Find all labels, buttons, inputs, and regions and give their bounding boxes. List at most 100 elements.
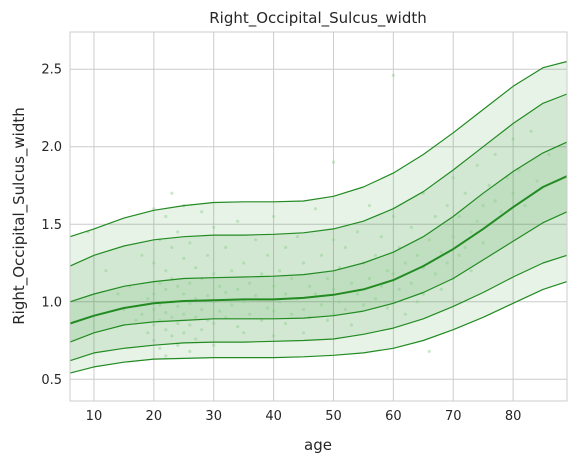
scatter-point (272, 214, 276, 219)
band-p25-p75 (70, 142, 567, 343)
scatter-point (523, 204, 527, 208)
scatter-point (415, 253, 419, 257)
scatter-point (433, 272, 437, 276)
scatter-point (451, 235, 455, 239)
scatter-point (158, 281, 162, 285)
scatter-point (403, 312, 407, 316)
scatter-point (475, 163, 479, 167)
scatter-point (301, 331, 306, 335)
scatter-point (254, 294, 258, 298)
scatter-point (337, 300, 342, 304)
y-axis-label: Right_Occipital_Sulcus_width (10, 107, 29, 325)
scatter-point (487, 183, 491, 188)
scatter-point (511, 191, 515, 195)
scatter-point (164, 214, 168, 219)
scatter-point (301, 261, 306, 265)
scatter-point (469, 230, 473, 234)
scatter-point (295, 235, 300, 239)
scatter-point (313, 207, 318, 211)
percentile-line-p10 (69, 254, 568, 362)
scatter-point (116, 292, 120, 296)
scatter-point (242, 331, 246, 335)
scatter-point (212, 343, 216, 347)
percentile-line-p90 (69, 93, 568, 267)
scatter-point (104, 269, 108, 273)
scatter-point (331, 238, 336, 242)
x-tick-label: 80 (505, 409, 522, 424)
band-p10-p90 (70, 94, 567, 361)
scatter-point (415, 300, 419, 304)
scatter-point (170, 245, 174, 250)
scatter-point (212, 321, 216, 326)
scatter-point (307, 284, 312, 288)
scatter-point (176, 230, 180, 234)
scatter-point (254, 238, 258, 242)
scatter-point (499, 210, 503, 214)
scatter-point (343, 245, 347, 250)
band-p5-p95 (70, 61, 567, 374)
scatter-point (242, 261, 246, 265)
scatter-point (188, 281, 192, 285)
scatter-point (164, 328, 168, 332)
scatter-point (457, 253, 461, 257)
scatter-point (349, 281, 353, 285)
scatter-point (409, 225, 413, 229)
scatter-point (194, 337, 198, 341)
y-tick-label: 0.5 (41, 373, 62, 388)
scatter-point (260, 272, 264, 276)
scatter-point (146, 297, 150, 301)
scatter-point (445, 204, 449, 208)
x-tick-label: 10 (86, 409, 103, 424)
percentile-line-p5 (69, 281, 568, 374)
scatter-point (200, 307, 204, 312)
scatter-point (397, 287, 401, 291)
scatter-point (224, 245, 228, 250)
scatter-point (475, 219, 479, 223)
scatter-point (272, 309, 276, 313)
scatter-point (361, 303, 365, 307)
y-tick-label: 1.0 (41, 295, 62, 310)
scatter-point (367, 276, 371, 281)
scatter-point (212, 225, 216, 229)
scatter-point (176, 343, 180, 347)
y-tick-label: 1.5 (41, 218, 62, 233)
scatter-point (224, 290, 228, 295)
scatter-point (236, 219, 240, 223)
scatter-point (272, 334, 276, 338)
scatter-point (355, 292, 359, 296)
scatter-point (164, 287, 168, 291)
scatter-point (493, 199, 497, 203)
scatter-point (427, 238, 431, 242)
scatter-point (230, 303, 234, 307)
scatter-point (170, 191, 174, 195)
scatter-point (284, 321, 288, 326)
x-tick-label: 20 (146, 409, 163, 424)
scatter-point (331, 160, 336, 164)
scatter-point (290, 276, 294, 281)
scatter-point (325, 276, 330, 281)
scatter-point (463, 191, 467, 195)
scatter-point (182, 331, 186, 335)
percentile-lines (69, 60, 568, 374)
scatter-point (349, 323, 353, 327)
scatter-point (152, 292, 156, 296)
x-tick-label: 70 (445, 409, 462, 424)
scatter-point (529, 129, 533, 133)
x-tick-label: 50 (325, 409, 342, 424)
scatter-point (176, 284, 180, 288)
scatter-point (284, 245, 288, 250)
scatter-point (242, 300, 246, 304)
scatter-point (176, 321, 180, 326)
scatter-point (134, 318, 138, 322)
x-axis-label: age (304, 436, 332, 454)
scatter-point (266, 253, 270, 257)
scatter-point (278, 269, 282, 273)
scatter-point (260, 318, 264, 322)
scatter-point (176, 304, 180, 308)
percentile-line-p95 (69, 60, 568, 238)
scatter-point (313, 292, 318, 296)
y-tick-labels: 0.5 1.0 1.5 2.0 2.5 (41, 63, 62, 388)
scatter-point (152, 207, 156, 211)
scatter-point (152, 307, 156, 312)
